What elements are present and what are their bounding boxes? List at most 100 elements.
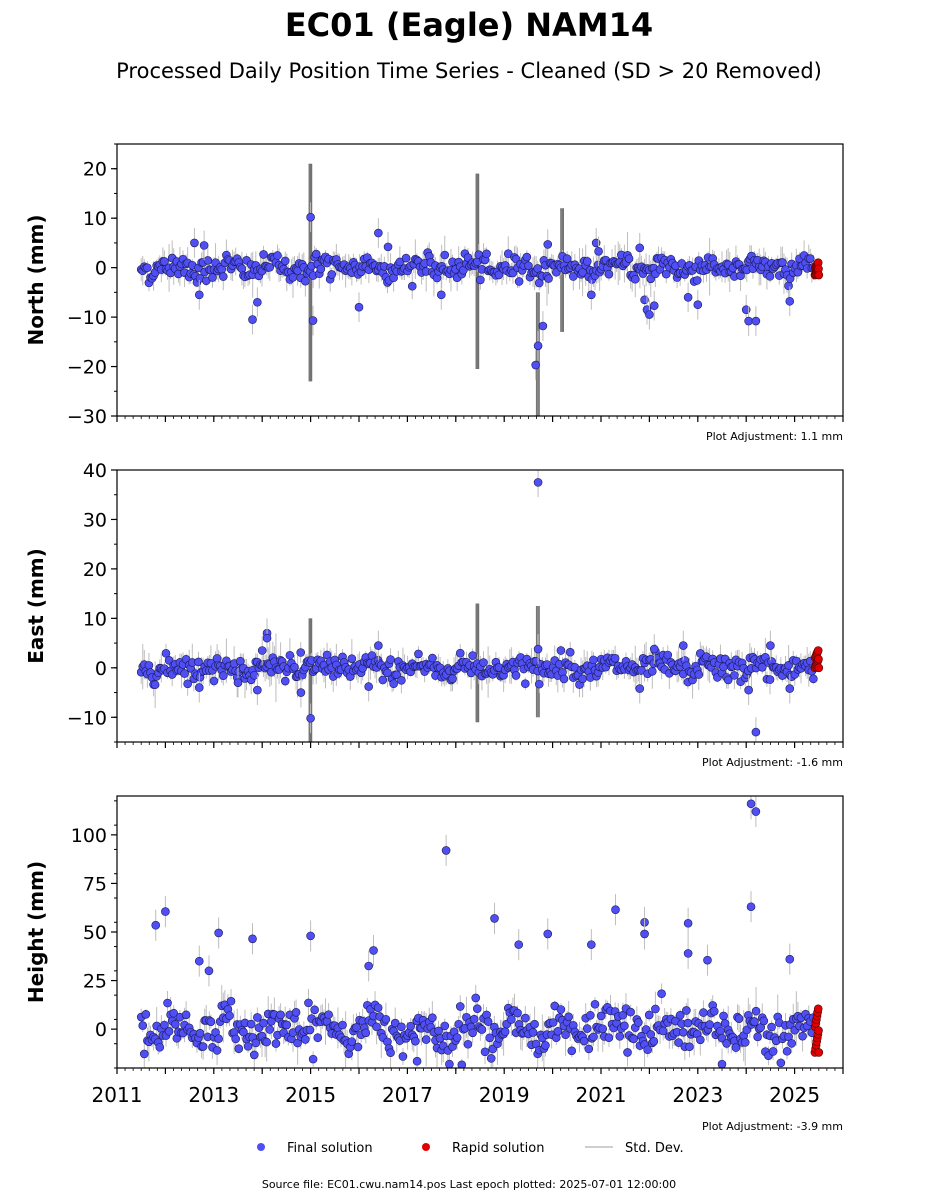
final-point (683, 293, 693, 302)
final-point (562, 254, 572, 263)
final-point (469, 1014, 479, 1024)
final-point (522, 252, 532, 262)
final-point (457, 1060, 467, 1068)
final-point (428, 1013, 437, 1022)
final-point (243, 1042, 253, 1051)
final-point (643, 1045, 652, 1055)
final-point (778, 258, 787, 267)
final-point (649, 301, 659, 311)
final-point (663, 650, 673, 660)
final-point (183, 679, 192, 689)
final-point (253, 1013, 262, 1022)
final-point (273, 251, 282, 260)
final-point (629, 1034, 639, 1044)
final-point (587, 290, 596, 300)
final-point (406, 1021, 415, 1031)
y-tick-label: 40 (83, 460, 107, 482)
y-tick-label: 10 (83, 608, 107, 630)
final-point (485, 1033, 494, 1043)
final-point (787, 1039, 796, 1048)
final-point (565, 647, 575, 657)
final-point (534, 679, 544, 689)
x-tick-label: 2015 (285, 1083, 336, 1107)
y-tick-label: −30 (67, 406, 107, 428)
final-point (190, 238, 199, 248)
final-point (262, 633, 272, 643)
final-point (511, 671, 521, 680)
height-panel: 0 25 50 75 100 2011 2013 2015 2017 2019 2021 2023 20… (24, 795, 844, 1107)
final-point (785, 684, 795, 693)
final-point (579, 1036, 589, 1046)
final-point (311, 249, 321, 259)
y-tick-label: 0 (95, 258, 107, 280)
final-point (364, 961, 373, 971)
y-tick-label: −20 (67, 357, 107, 379)
final-point (249, 1050, 259, 1060)
final-point (347, 1037, 357, 1046)
final-point (648, 667, 657, 676)
final-point (198, 1042, 208, 1051)
final-point (204, 966, 214, 976)
final-point (692, 276, 702, 285)
plot-area (136, 470, 824, 742)
final-point (582, 257, 592, 266)
legend-stddev-label: Std. Dev. (625, 1141, 684, 1156)
final-point (253, 297, 262, 307)
x-tick-label: 2017 (382, 1083, 433, 1107)
final-point (543, 240, 553, 249)
final-point (308, 1054, 318, 1064)
final-point (543, 929, 553, 939)
final-point (209, 676, 219, 686)
final-point (353, 1042, 363, 1052)
final-point (644, 1010, 654, 1020)
y-tick-label: 75 (83, 873, 107, 895)
final-point (141, 1010, 151, 1019)
rapid-point (814, 654, 823, 664)
final-point (369, 946, 378, 955)
final-point (414, 649, 423, 659)
final-point (440, 1021, 450, 1031)
final-point (253, 685, 262, 695)
east-adjustment-label: Plot Adjustment: -1.6 mm (702, 756, 843, 769)
x-tick-label: 2021 (576, 1083, 627, 1107)
final-point (163, 998, 172, 1008)
final-point (372, 1022, 381, 1032)
final-point (514, 940, 524, 949)
plot-area (136, 163, 824, 416)
final-point (634, 1018, 643, 1027)
final-point (483, 1017, 493, 1026)
final-point (304, 998, 313, 1008)
final-point (513, 1008, 522, 1018)
final-point (316, 264, 326, 274)
final-point (347, 654, 357, 663)
final-point (556, 646, 566, 655)
final-point (441, 846, 451, 855)
final-point (683, 918, 693, 928)
final-point (397, 676, 406, 685)
final-point (703, 955, 712, 965)
final-point (282, 1020, 292, 1030)
final-point (620, 1021, 629, 1031)
final-point (626, 1007, 635, 1017)
final-point (635, 243, 645, 253)
final-point (305, 1025, 315, 1035)
plot-frame (116, 469, 844, 743)
final-point (395, 257, 405, 267)
final-point (635, 684, 645, 693)
final-point (590, 999, 600, 1009)
final-point (709, 1006, 719, 1016)
final-point (265, 1025, 275, 1034)
final-point (364, 682, 373, 691)
final-point (678, 1028, 688, 1037)
final-point (696, 1035, 705, 1045)
final-point (225, 1011, 234, 1020)
final-point (392, 670, 402, 680)
final-point (218, 671, 228, 680)
final-point (373, 1003, 383, 1013)
final-point (630, 274, 640, 284)
final-point (169, 1008, 179, 1018)
final-point (623, 1048, 632, 1057)
final-point (582, 1024, 592, 1033)
east-panel: −10 0 10 20 30 40 East (mm) (24, 460, 844, 748)
legend-rapid-label: Rapid solution (452, 1141, 544, 1156)
